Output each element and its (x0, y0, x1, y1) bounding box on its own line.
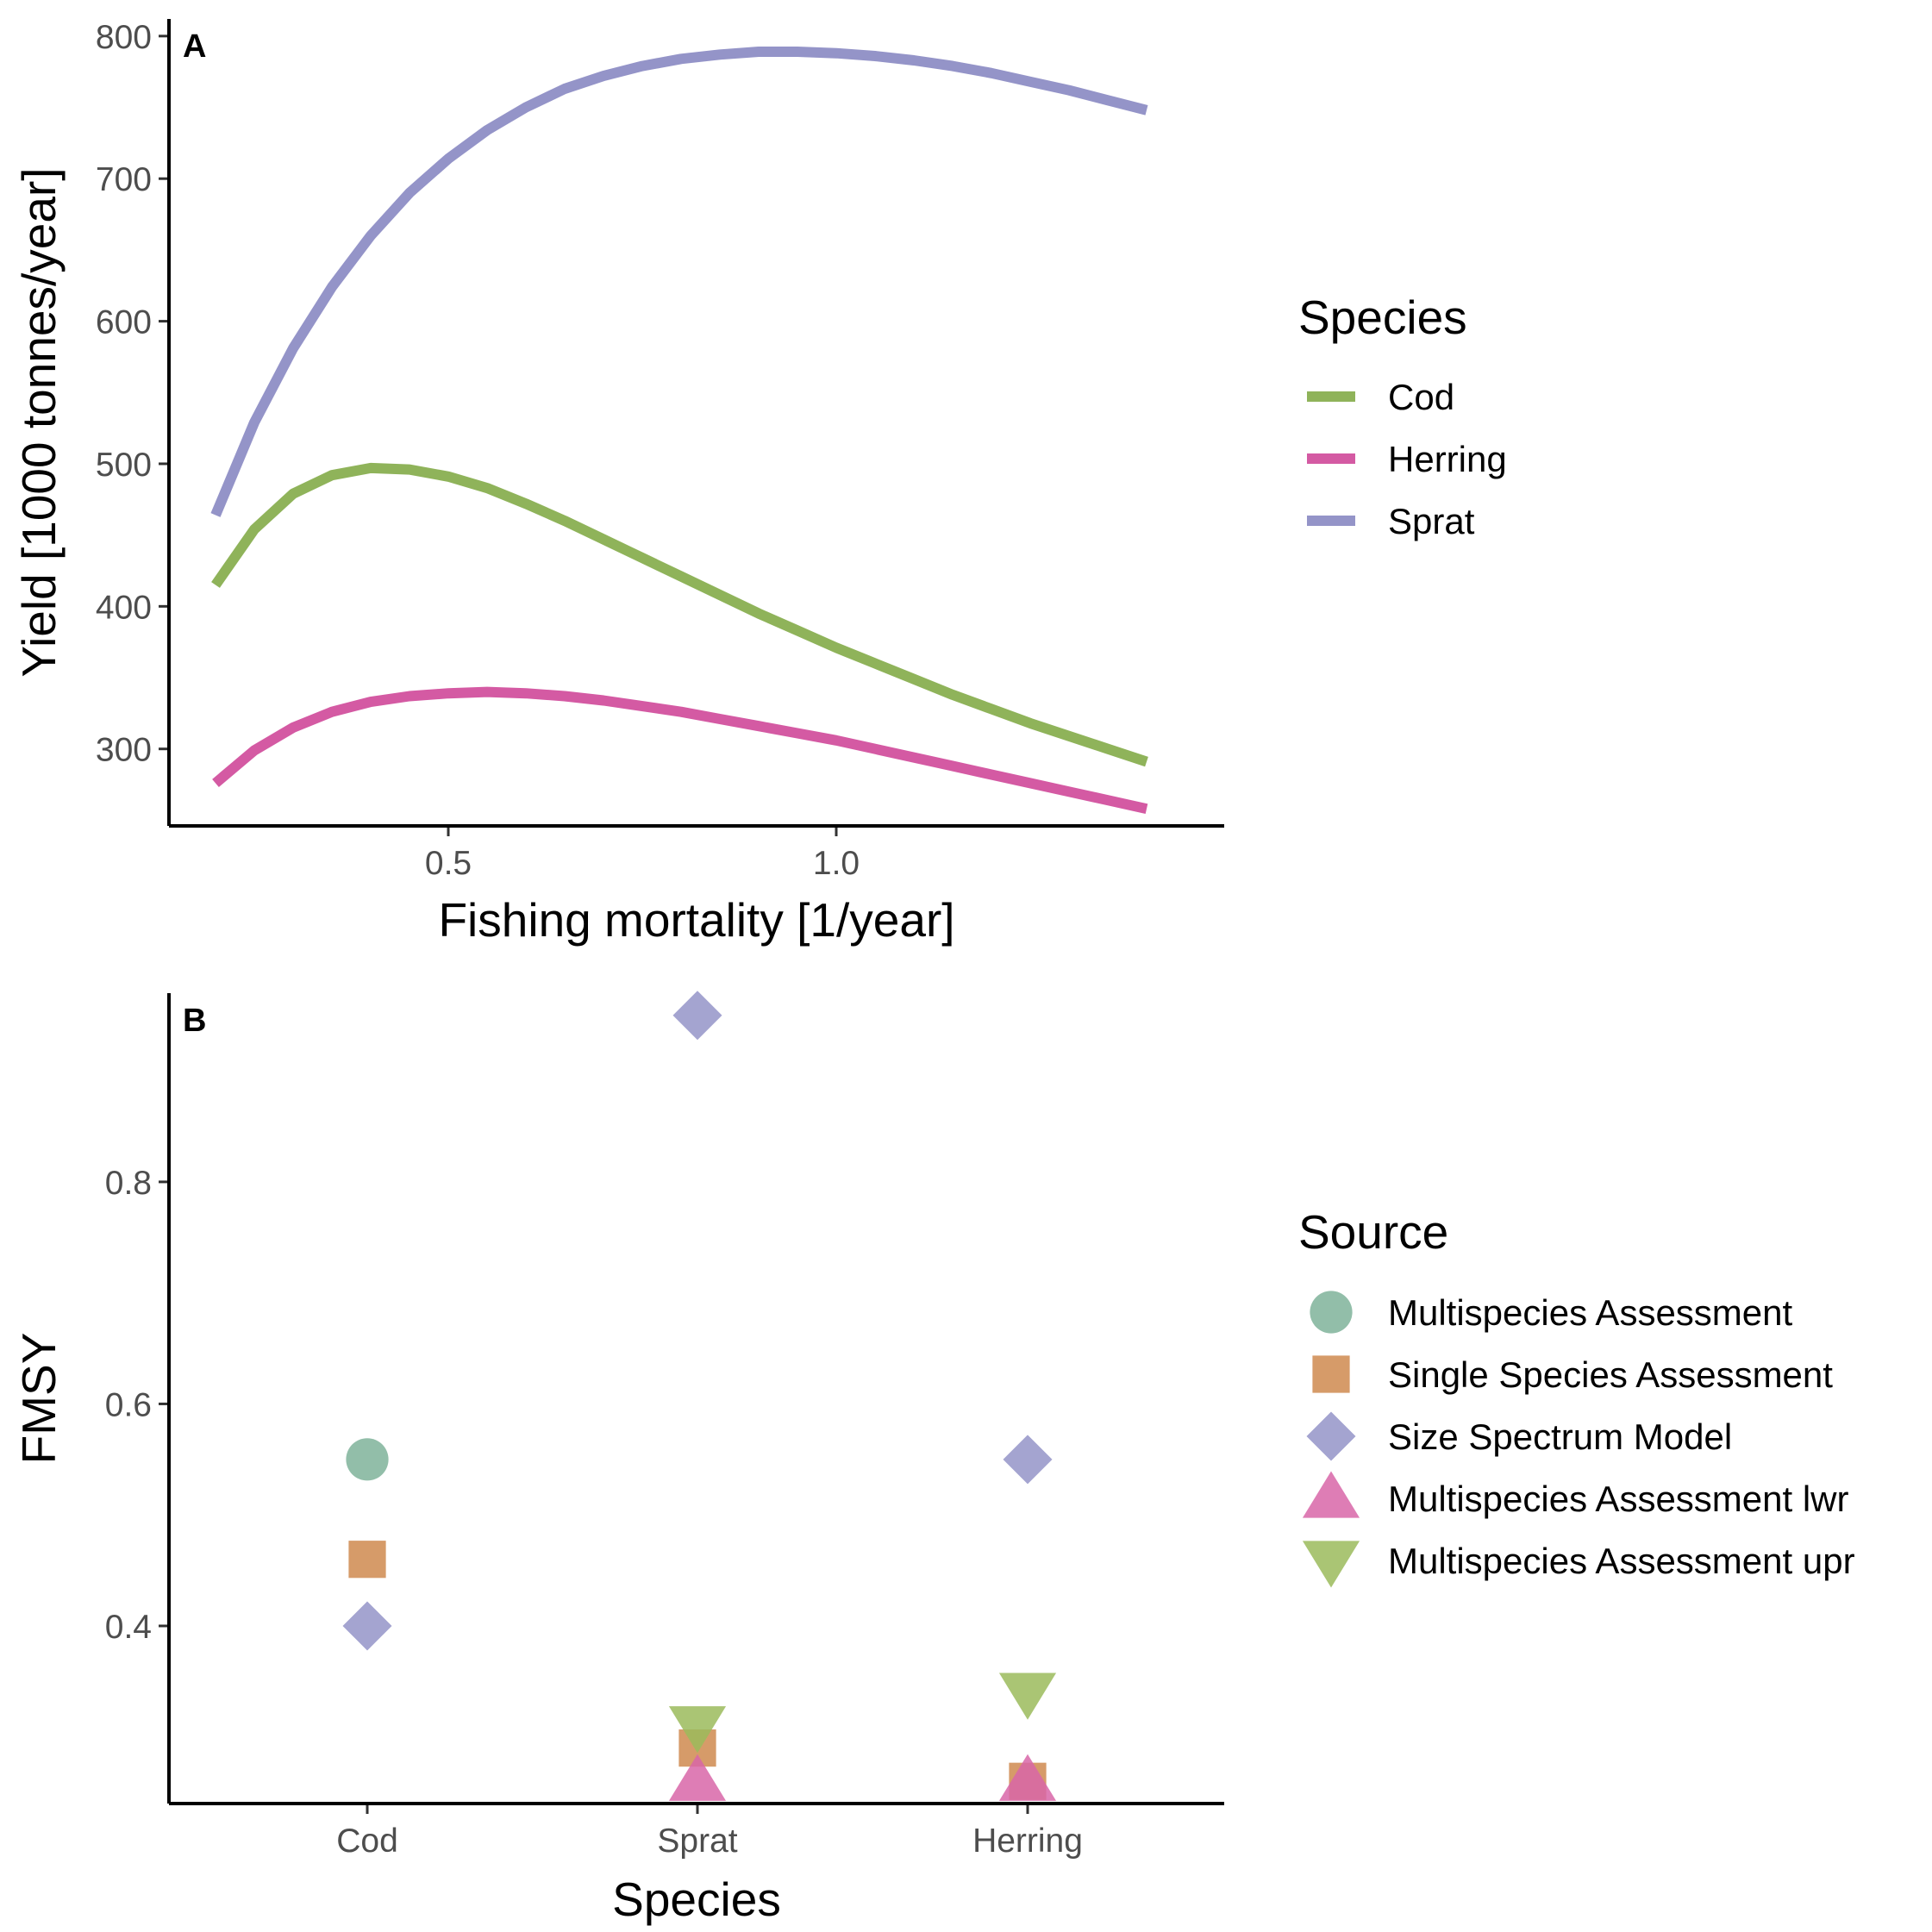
line-herring (212, 686, 1148, 815)
panel-a-x-axis-title: Fishing mortality [1/year] (438, 893, 954, 947)
point-multispecies-assessment-lwr-herring (998, 1754, 1057, 1801)
fmsy-points (342, 991, 1057, 1801)
legend-key-multispecies-assessment-lwr (1302, 1471, 1360, 1518)
line-sprat (210, 47, 1148, 517)
species-legend-title: Species (1298, 291, 1467, 344)
y-tick-label: 0.8 (105, 1165, 152, 1202)
yield-lines (210, 47, 1148, 815)
panel-b-ticks: 0.4 0.6 0.8 Cod Sprat Herring (105, 1165, 1083, 1860)
line-cod (211, 462, 1148, 767)
y-tick-label: 600 (96, 304, 152, 341)
point-size-spectrum-model-herring (1003, 1435, 1053, 1485)
legend-key-single-species-assessment (1312, 1355, 1350, 1393)
source-legend: Source Multispecies Assessment Single Spe… (1298, 1205, 1855, 1588)
legend-label-multispecies-assessment-lwr: Multispecies Assessment lwr (1388, 1479, 1849, 1519)
point-multispecies-assessment-lwr-sprat (668, 1754, 727, 1801)
y-tick-label: 800 (96, 19, 152, 56)
point-multispecies-assessment-upr-herring (998, 1673, 1057, 1720)
legend-label-multispecies-assessment: Multispecies Assessment (1388, 1292, 1793, 1333)
point-multispecies-assessment-cod (346, 1438, 389, 1481)
panel-a-tag: A (183, 28, 206, 65)
legend-key-multispecies-assessment-upr (1302, 1541, 1360, 1588)
legend-label-size-spectrum-model: Size Spectrum Model (1388, 1416, 1732, 1457)
point-single-species-assessment-cod (348, 1541, 386, 1579)
y-tick-label: 500 (96, 447, 152, 484)
point-size-spectrum-model-sprat (672, 991, 722, 1041)
species-legend: Species Cod Herring Sprat (1298, 291, 1507, 541)
legend-label-cod: Cod (1388, 377, 1454, 417)
source-legend-title: Source (1298, 1205, 1448, 1259)
legend-label-multispecies-assessment-upr: Multispecies Assessment upr (1388, 1541, 1855, 1581)
panel-b-x-axis-title: Species (612, 1873, 781, 1926)
panel-a-yield-curves: A 300 400 500 600 700 800 0.5 1.0 Fishing morta… (12, 19, 1507, 947)
legend-label-sprat: Sprat (1388, 501, 1475, 541)
y-tick-label: 300 (96, 732, 152, 769)
legend-label-single-species-assessment: Single Species Assessment (1388, 1354, 1833, 1395)
panel-b-y-axis-title: FMSY (12, 1333, 66, 1465)
panel-a-ticks: 300 400 500 600 700 800 0.5 1.0 (96, 19, 860, 882)
x-tick-label: 1.0 (813, 845, 860, 882)
y-tick-label: 0.4 (105, 1609, 152, 1646)
y-tick-label: 700 (96, 161, 152, 198)
legend-label-herring: Herring (1388, 439, 1507, 479)
y-tick-label: 400 (96, 589, 152, 626)
x-tick-label: 0.5 (425, 845, 472, 882)
legend-key-multispecies-assessment (1310, 1291, 1353, 1334)
point-multispecies-assessment-upr-sprat (668, 1706, 727, 1754)
y-tick-label: 0.6 (105, 1386, 152, 1423)
x-tick-label-sprat: Sprat (657, 1823, 737, 1860)
panel-a-y-axis-title: Yield [1000 tonnes/year] (12, 167, 66, 677)
panel-b-tag: B (183, 1003, 206, 1039)
x-tick-label-herring: Herring (972, 1823, 1083, 1860)
point-size-spectrum-model-cod (342, 1601, 392, 1651)
legend-key-size-spectrum-model (1306, 1411, 1356, 1461)
x-tick-label-cod: Cod (336, 1823, 398, 1860)
